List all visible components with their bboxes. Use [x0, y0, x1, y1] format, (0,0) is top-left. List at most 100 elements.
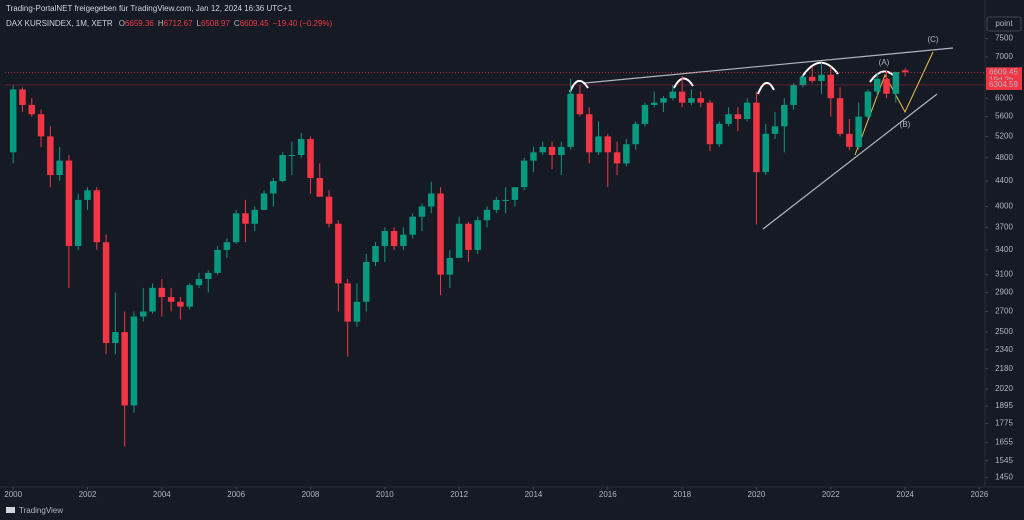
candle-body: [372, 246, 379, 262]
top-arc: [801, 61, 839, 78]
candle-body: [260, 193, 268, 210]
last-price-label: 6609.45: [989, 67, 1018, 76]
x-tick-label: 2012: [450, 490, 468, 499]
y-tick-label: 4400: [995, 176, 1013, 185]
candle-body: [892, 71, 900, 94]
x-tick-label: 2008: [302, 490, 320, 499]
ohlc-letter: C: [234, 19, 240, 28]
y-tick-label: 1895: [995, 401, 1013, 410]
candle-body: [539, 146, 547, 153]
candle-body: [836, 98, 844, 134]
ohlc-letter: H: [158, 19, 164, 28]
candle-body: [669, 91, 677, 99]
candle-body: [604, 136, 612, 153]
candle-body: [251, 209, 258, 224]
y-tick-label: 1545: [995, 456, 1013, 465]
candle-body: [279, 155, 286, 182]
candle-body: [307, 138, 314, 179]
countdown: 19d 2h: [989, 75, 1013, 84]
candle-body: [353, 301, 361, 322]
candle-body: [641, 104, 649, 124]
y-tick-label: 1450: [995, 473, 1013, 482]
candle-body: [474, 220, 481, 250]
top-arc: [569, 80, 589, 93]
candle-body: [650, 102, 658, 105]
candle-body: [697, 98, 704, 103]
candle-body: [771, 126, 779, 134]
candle-body: [74, 199, 82, 247]
top-arc: [673, 77, 694, 89]
y-tick-label: 5600: [995, 112, 1013, 121]
candle-body: [112, 332, 119, 343]
support-line: [762, 93, 938, 230]
candle-body: [743, 102, 751, 120]
marker-price-label: 6304.59: [989, 80, 1018, 89]
candle-body: [678, 91, 686, 103]
candle-body: [195, 278, 203, 286]
x-tick-label: 2010: [376, 490, 394, 499]
y-tick-label: 2500: [995, 327, 1013, 336]
candle-body: [585, 114, 593, 153]
candle-body: [846, 133, 853, 147]
candle-body: [149, 287, 156, 312]
candle-body: [613, 152, 621, 164]
ohlc-value: 6508.97: [201, 19, 230, 28]
y-tick-label: 2340: [995, 345, 1013, 354]
candle-body: [390, 230, 398, 247]
candle-body: [139, 311, 147, 317]
candle-body: [455, 223, 463, 258]
candle-body: [632, 123, 639, 145]
candle-body: [530, 152, 537, 161]
candle-body: [520, 160, 528, 188]
candle-body: [502, 199, 509, 201]
y-tick-label: 1775: [995, 419, 1013, 428]
ohlc-letter: L: [197, 19, 202, 28]
candle-body: [799, 76, 807, 86]
candle-body: [28, 104, 36, 115]
candle-body: [381, 230, 389, 247]
x-tick-label: 2020: [748, 490, 766, 499]
candle-body: [47, 136, 54, 176]
ohlc-legend: DAX KURSINDEX, 1M, XETR O6659.36 H6712.67 L…: [6, 19, 333, 28]
chart-title: Trading-PortalNET freigegeben für Tradin…: [6, 4, 293, 13]
y-tick-label: 2700: [995, 307, 1013, 316]
candle-body: [818, 74, 825, 81]
brand-logo: [6, 507, 15, 513]
x-tick-label: 2024: [896, 490, 914, 499]
candle-body: [37, 114, 45, 137]
candle-body: [762, 133, 769, 173]
x-tick-label: 2006: [227, 490, 245, 499]
candle-body: [883, 78, 890, 94]
candle-body: [873, 78, 881, 92]
candle-body: [827, 74, 835, 99]
ohlc-letter: O: [119, 19, 125, 28]
x-tick-label: 2016: [599, 490, 617, 499]
candle-body: [725, 114, 732, 124]
candle-body: [716, 123, 723, 145]
candle-body: [316, 178, 324, 197]
top-arc: [757, 82, 775, 95]
candle-body: [753, 102, 760, 173]
candle-body: [855, 116, 862, 147]
candle-body: [576, 93, 584, 115]
candle-body: [864, 91, 872, 117]
candle-body: [65, 160, 73, 247]
candle-body: [483, 209, 491, 221]
x-tick-label: 2002: [79, 490, 97, 499]
x-tick-label: 2004: [153, 490, 171, 499]
candle-body: [623, 144, 630, 164]
candle-body: [205, 272, 212, 279]
candle-body: [84, 190, 91, 200]
x-tick-label: 2026: [971, 490, 989, 499]
y-tick-label: 1655: [995, 437, 1013, 446]
brand: TradingView: [19, 506, 63, 515]
candle-body: [325, 196, 333, 224]
y-tick-label: 7000: [995, 52, 1013, 61]
candle-body: [223, 242, 231, 250]
x-tick-label: 2014: [525, 490, 543, 499]
candle-body: [437, 193, 444, 275]
candle-body: [167, 297, 175, 302]
candle-body: [130, 316, 138, 406]
